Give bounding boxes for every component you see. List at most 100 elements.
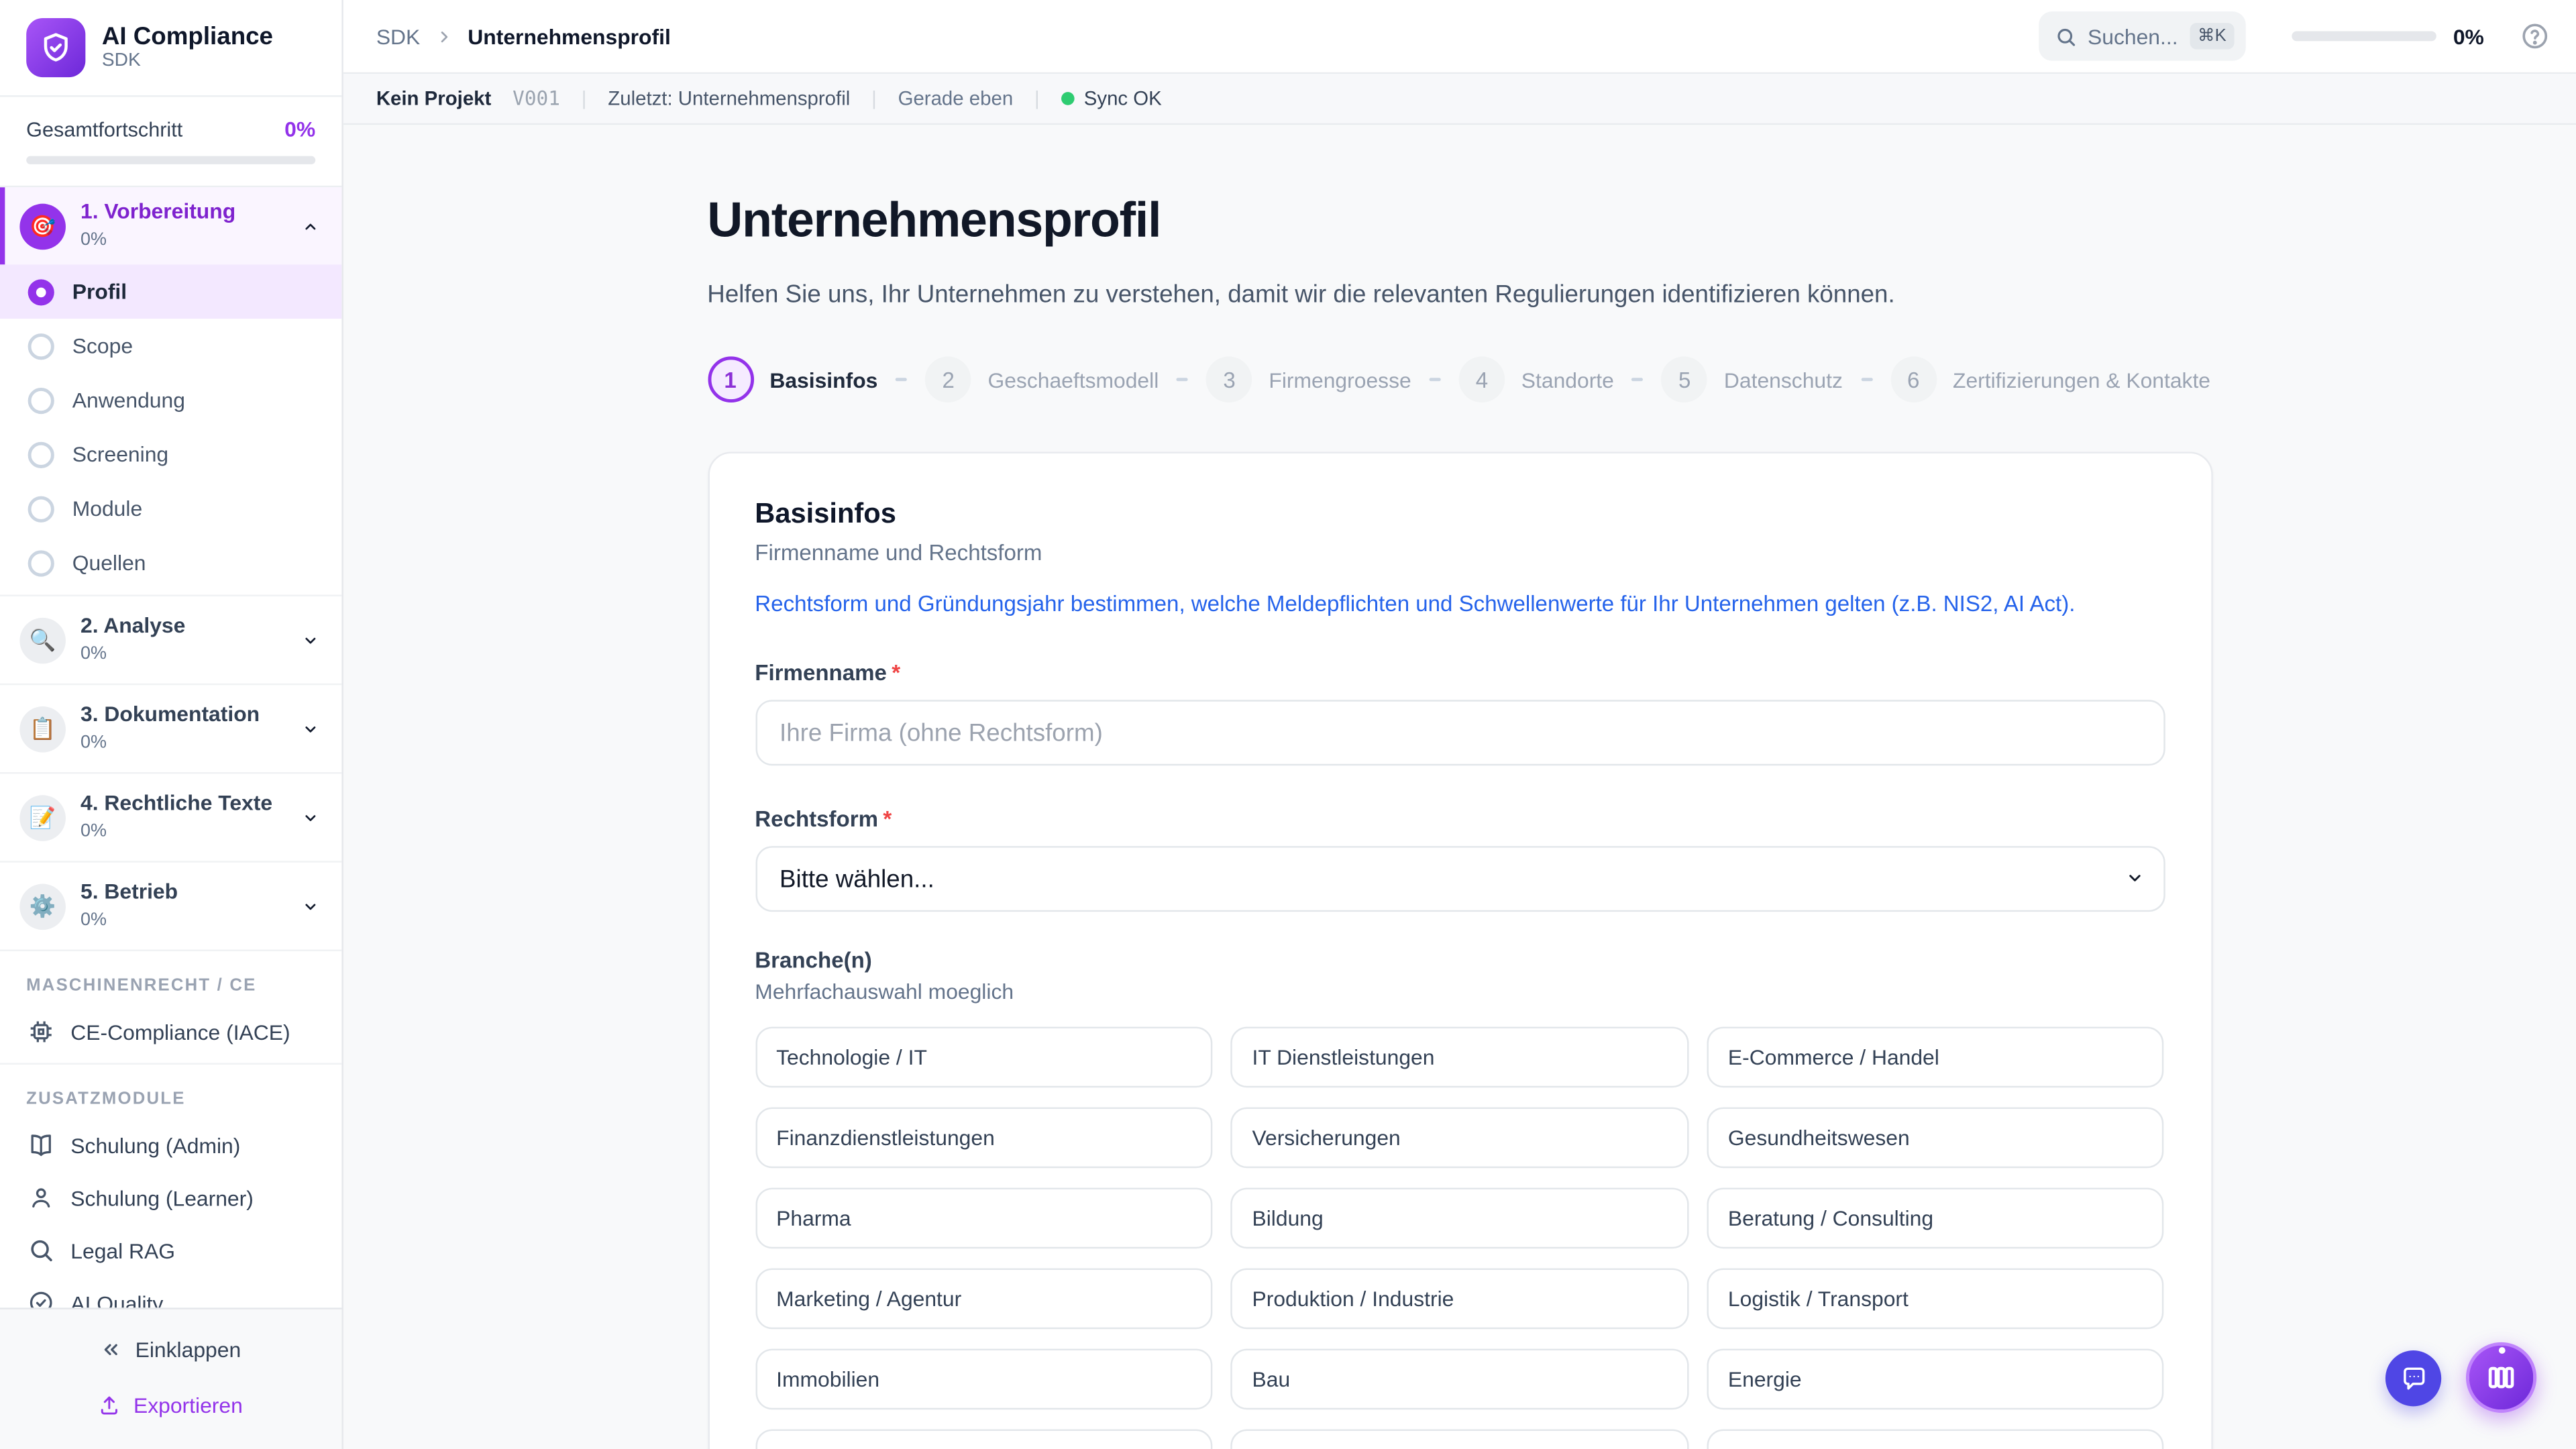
panel-toggle-fab-button[interactable]	[2465, 1342, 2537, 1413]
sidebar-item-scope[interactable]: Scope	[0, 319, 341, 373]
industry-button-versicherungen[interactable]: Versicherungen	[1230, 1107, 1689, 1169]
sidebar-item-quellen[interactable]: Quellen	[0, 535, 341, 590]
gear-emoji-icon: ⚙️	[19, 883, 66, 929]
search-shortcut-kbd: ⌘K	[2189, 23, 2235, 50]
industry-button-produktion-industrie[interactable]: Produktion / Industrie	[1230, 1268, 1689, 1330]
industry-button-bildung[interactable]: Bildung	[1230, 1187, 1689, 1249]
industry-button-marketing-agentur[interactable]: Marketing / Agentur	[755, 1268, 1213, 1330]
basisinfos-card: Basisinfos Firmenname und Rechtsform Rec…	[707, 451, 2212, 1449]
step-2-geschaeftsmodell[interactable]: 2 Geschaeftsmodell	[925, 356, 1159, 403]
industry-button-energie[interactable]: Energie	[1707, 1348, 2165, 1410]
radio-empty-icon	[28, 332, 54, 360]
step-label: Zertifizierungen & Kontakte	[1952, 367, 2211, 392]
sidebar-item-schulung-admin-[interactable]: Schulung (Admin)	[0, 1119, 341, 1171]
export-button[interactable]: Exportieren	[16, 1380, 325, 1429]
sidebar-item-label: Profil	[72, 279, 127, 305]
industry-button-pharma[interactable]: Pharma	[755, 1187, 1213, 1249]
sidebar-section-5-betrieb[interactable]: ⚙️ 5. Betrieb 0%	[0, 867, 341, 945]
version-badge: V001	[513, 87, 560, 111]
radio-empty-icon	[28, 495, 54, 522]
overall-progress-value: 0%	[284, 116, 316, 142]
sidebar-item-ai-quality[interactable]: AI Quality	[0, 1277, 341, 1308]
magnifier-emoji-icon: 🔍	[19, 616, 66, 663]
topbar: SDK Unternehmensprofil Suchen... ⌘K 0%	[343, 0, 2576, 74]
section-percent: 0%	[80, 910, 107, 930]
industry-button-bau[interactable]: Bau	[1230, 1348, 1689, 1410]
branchen-label: Branche(n)	[755, 948, 872, 973]
content-scroll-area[interactable]: Unternehmensprofil Helfen Sie uns, Ihr U…	[343, 125, 2576, 1449]
help-icon	[2522, 23, 2548, 49]
app-title: AI Compliance	[101, 23, 273, 51]
step-number: 3	[1206, 356, 1252, 403]
sidebar-item-module[interactable]: Module	[0, 482, 341, 536]
rechtsform-select[interactable]: Bitte wählen...	[755, 846, 2165, 912]
sidebar-item-label: Legal RAG	[70, 1238, 176, 1263]
wizard-stepper: 1 Basisinfos 2 Geschaeftsmodell 3 Firmengroes…	[707, 356, 2212, 403]
upload-icon	[101, 1395, 118, 1414]
branchen-hint: Mehrfachauswahl moeglich	[755, 979, 1014, 1004]
industry-button-maschinenbau[interactable]: Maschinenbau	[1707, 1429, 2165, 1449]
step-1-basisinfos[interactable]: 1 Basisinfos	[707, 356, 877, 403]
step-3-firmengroesse[interactable]: 3 Firmengroesse	[1206, 356, 1411, 403]
section-title: 4. Rechtliche Texte	[80, 790, 273, 815]
sidebar-item-schulung-learner-[interactable]: Schulung (Learner)	[0, 1171, 341, 1224]
industry-button-logistik-transport[interactable]: Logistik / Transport	[1707, 1268, 2165, 1330]
sidebar-section-1-vorbereitung[interactable]: 🎯 1. Vorbereitung 0%	[0, 187, 342, 265]
topbar-progress-value: 0%	[2453, 23, 2484, 49]
sidebar-item-ce-compliance-iace-[interactable]: CE-Compliance (IACE)	[0, 1006, 341, 1058]
sidebar-section-3-dokumentation[interactable]: 📋 3. Dokumentation 0%	[0, 690, 341, 767]
industry-button-automobil[interactable]: Automobil	[755, 1429, 1213, 1449]
sidebar-item-legal-rag[interactable]: Legal RAG	[0, 1224, 341, 1276]
step-separator	[1860, 378, 1872, 382]
step-6-zertifizierungen-kontakte[interactable]: 6 Zertifizierungen & Kontakte	[1890, 356, 2211, 403]
sidebar-item-label: Screening	[72, 441, 169, 467]
section-percent: 0%	[80, 821, 107, 841]
sidebar-section-4-rechtliche-texte[interactable]: 📝 4. Rechtliche Texte 0%	[0, 779, 341, 856]
industry-button-beratung-consulting[interactable]: Beratung / Consulting	[1707, 1187, 2165, 1249]
search-input[interactable]: Suchen... ⌘K	[2038, 11, 2247, 61]
sidebar-section-2-analyse[interactable]: 🔍 2. Analyse 0%	[0, 601, 341, 678]
chevron-right-icon	[441, 30, 447, 42]
industry-button-finanzdienstleistungen[interactable]: Finanzdienstleistungen	[755, 1107, 1213, 1169]
breadcrumb-current: Unternehmensprofil	[468, 23, 671, 49]
page-subtitle: Helfen Sie uns, Ihr Unternehmen zu verst…	[707, 281, 1895, 309]
industry-button-it-dienstleistungen[interactable]: IT Dienstleistungen	[1230, 1026, 1689, 1088]
app-logo-row: AI Compliance SDK	[0, 0, 342, 97]
prep-items: Profil Scope Anwendung Screening Module Quell…	[0, 264, 342, 590]
step-4-standorte[interactable]: 4 Standorte	[1458, 356, 1614, 403]
app-subtitle: SDK	[101, 50, 141, 71]
sidebar: AI Compliance SDK Gesamtfortschritt 0% 🎯…	[0, 0, 343, 1449]
help-button[interactable]	[2520, 21, 2550, 51]
statusbar: Kein Projekt V001 | Zuletzt: Unternehmen…	[343, 74, 2576, 125]
main-area: SDK Unternehmensprofil Suchen... ⌘K 0% K…	[343, 0, 2576, 1449]
step-label: Standorte	[1521, 367, 1614, 392]
step-5-datenschutz[interactable]: 5 Datenschutz	[1661, 356, 1843, 403]
industry-button-immobilien[interactable]: Immobilien	[755, 1348, 1213, 1410]
step-separator	[896, 378, 908, 382]
section-title: 1. Vorbereitung	[80, 199, 236, 224]
chat-fab-button[interactable]	[2385, 1350, 2442, 1407]
industry-button-technologie-it[interactable]: Technologie / IT	[755, 1026, 1213, 1088]
step-number: 4	[1458, 356, 1505, 403]
chat-bubble-icon	[2402, 1366, 2424, 1389]
sidebar-item-label: Scope	[72, 333, 133, 358]
book-icon	[28, 1132, 54, 1158]
sidebar-item-screening[interactable]: Screening	[0, 427, 341, 482]
section-percent: 0%	[80, 643, 107, 664]
shield-check-logo-icon	[26, 17, 86, 78]
sidebar-item-anwendung[interactable]: Anwendung	[0, 373, 341, 427]
step-separator	[1177, 378, 1189, 382]
collapse-sidebar-button[interactable]: Einklappen	[16, 1324, 325, 1373]
step-number: 2	[925, 356, 971, 403]
regulation-info-note: Rechtsform und Gründungsjahr bestimmen, …	[755, 591, 2076, 616]
breadcrumb-root[interactable]: SDK	[376, 23, 421, 49]
industry-button-luft-und-raumfahrt[interactable]: Luft- und Raumfahrt	[1230, 1429, 1689, 1449]
sidebar-item-profil[interactable]: Profil	[0, 264, 342, 319]
firmenname-input[interactable]	[755, 700, 2165, 766]
sidebar-item-label: Quellen	[72, 550, 146, 576]
user-icon	[28, 1185, 54, 1211]
industry-button-gesundheitswesen[interactable]: Gesundheitswesen	[1707, 1107, 2165, 1169]
section-percent: 0%	[80, 733, 107, 753]
industry-button-e-commerce-handel[interactable]: E-Commerce / Handel	[1707, 1026, 2165, 1088]
